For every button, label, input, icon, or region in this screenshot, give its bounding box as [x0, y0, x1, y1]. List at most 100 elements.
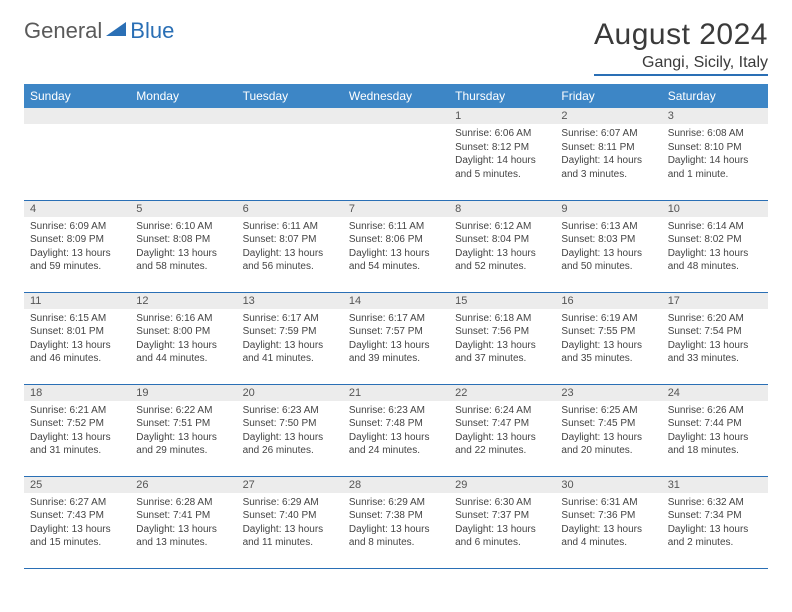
- sunrise-text: Sunrise: 6:16 AM: [136, 312, 230, 326]
- month-title: August 2024: [594, 18, 768, 52]
- logo: General Blue: [24, 18, 174, 44]
- week-row: 11Sunrise: 6:15 AMSunset: 8:01 PMDayligh…: [24, 292, 768, 384]
- sunrise-text: Sunrise: 6:07 AM: [561, 127, 655, 141]
- day-details: Sunrise: 6:25 AMSunset: 7:45 PMDaylight:…: [555, 401, 661, 462]
- sunrise-text: Sunrise: 6:23 AM: [243, 404, 337, 418]
- sunrise-text: Sunrise: 6:14 AM: [668, 220, 762, 234]
- day-cell: 26Sunrise: 6:28 AMSunset: 7:41 PMDayligh…: [130, 476, 236, 568]
- daylight-text: Daylight: 13 hours and 44 minutes.: [136, 339, 230, 366]
- day-number: 23: [555, 385, 661, 401]
- day-details: Sunrise: 6:24 AMSunset: 7:47 PMDaylight:…: [449, 401, 555, 462]
- day-details: Sunrise: 6:14 AMSunset: 8:02 PMDaylight:…: [662, 217, 768, 278]
- day-number: 7: [343, 201, 449, 217]
- day-number: 14: [343, 293, 449, 309]
- day-cell: 28Sunrise: 6:29 AMSunset: 7:38 PMDayligh…: [343, 476, 449, 568]
- daylight-text: Daylight: 13 hours and 29 minutes.: [136, 431, 230, 458]
- day-number: [237, 108, 343, 124]
- week-row: 4Sunrise: 6:09 AMSunset: 8:09 PMDaylight…: [24, 200, 768, 292]
- day-header-tuesday: Tuesday: [237, 84, 343, 108]
- daylight-text: Daylight: 13 hours and 26 minutes.: [243, 431, 337, 458]
- daylight-text: Daylight: 13 hours and 2 minutes.: [668, 523, 762, 550]
- daylight-text: Daylight: 13 hours and 37 minutes.: [455, 339, 549, 366]
- sunset-text: Sunset: 7:41 PM: [136, 509, 230, 523]
- day-details: Sunrise: 6:29 AMSunset: 7:40 PMDaylight:…: [237, 493, 343, 554]
- title-block: August 2024 Gangi, Sicily, Italy: [594, 18, 768, 76]
- day-cell: 12Sunrise: 6:16 AMSunset: 8:00 PMDayligh…: [130, 292, 236, 384]
- day-cell: 7Sunrise: 6:11 AMSunset: 8:06 PMDaylight…: [343, 200, 449, 292]
- sunset-text: Sunset: 7:48 PM: [349, 417, 443, 431]
- day-number: [343, 108, 449, 124]
- day-details: Sunrise: 6:11 AMSunset: 8:06 PMDaylight:…: [343, 217, 449, 278]
- daylight-text: Daylight: 13 hours and 39 minutes.: [349, 339, 443, 366]
- day-number: 13: [237, 293, 343, 309]
- week-row: 1Sunrise: 6:06 AMSunset: 8:12 PMDaylight…: [24, 108, 768, 200]
- day-details: Sunrise: 6:28 AMSunset: 7:41 PMDaylight:…: [130, 493, 236, 554]
- day-number: 12: [130, 293, 236, 309]
- day-details: Sunrise: 6:29 AMSunset: 7:38 PMDaylight:…: [343, 493, 449, 554]
- day-cell: 14Sunrise: 6:17 AMSunset: 7:57 PMDayligh…: [343, 292, 449, 384]
- day-details: Sunrise: 6:07 AMSunset: 8:11 PMDaylight:…: [555, 124, 661, 185]
- day-cell: 8Sunrise: 6:12 AMSunset: 8:04 PMDaylight…: [449, 200, 555, 292]
- day-cell: 27Sunrise: 6:29 AMSunset: 7:40 PMDayligh…: [237, 476, 343, 568]
- sunrise-text: Sunrise: 6:27 AM: [30, 496, 124, 510]
- sunrise-text: Sunrise: 6:17 AM: [243, 312, 337, 326]
- day-number: 2: [555, 108, 661, 124]
- day-details: Sunrise: 6:21 AMSunset: 7:52 PMDaylight:…: [24, 401, 130, 462]
- day-number: [24, 108, 130, 124]
- day-cell: 6Sunrise: 6:11 AMSunset: 8:07 PMDaylight…: [237, 200, 343, 292]
- sunset-text: Sunset: 7:36 PM: [561, 509, 655, 523]
- sunset-text: Sunset: 8:02 PM: [668, 233, 762, 247]
- day-cell: [24, 108, 130, 200]
- daylight-text: Daylight: 13 hours and 31 minutes.: [30, 431, 124, 458]
- sunrise-text: Sunrise: 6:31 AM: [561, 496, 655, 510]
- day-number: 11: [24, 293, 130, 309]
- day-details: Sunrise: 6:32 AMSunset: 7:34 PMDaylight:…: [662, 493, 768, 554]
- day-number: 28: [343, 477, 449, 493]
- daylight-text: Daylight: 13 hours and 35 minutes.: [561, 339, 655, 366]
- week-row: 25Sunrise: 6:27 AMSunset: 7:43 PMDayligh…: [24, 476, 768, 568]
- location-label: Gangi, Sicily, Italy: [594, 54, 768, 76]
- day-number: 16: [555, 293, 661, 309]
- day-cell: 3Sunrise: 6:08 AMSunset: 8:10 PMDaylight…: [662, 108, 768, 200]
- daylight-text: Daylight: 13 hours and 6 minutes.: [455, 523, 549, 550]
- day-cell: 10Sunrise: 6:14 AMSunset: 8:02 PMDayligh…: [662, 200, 768, 292]
- sunrise-text: Sunrise: 6:08 AM: [668, 127, 762, 141]
- sunrise-text: Sunrise: 6:29 AM: [243, 496, 337, 510]
- sunrise-text: Sunrise: 6:28 AM: [136, 496, 230, 510]
- sunset-text: Sunset: 7:40 PM: [243, 509, 337, 523]
- day-cell: 16Sunrise: 6:19 AMSunset: 7:55 PMDayligh…: [555, 292, 661, 384]
- daylight-text: Daylight: 13 hours and 59 minutes.: [30, 247, 124, 274]
- sunrise-text: Sunrise: 6:12 AM: [455, 220, 549, 234]
- day-cell: 2Sunrise: 6:07 AMSunset: 8:11 PMDaylight…: [555, 108, 661, 200]
- day-header-friday: Friday: [555, 84, 661, 108]
- day-header-row: SundayMondayTuesdayWednesdayThursdayFrid…: [24, 84, 768, 108]
- day-cell: 11Sunrise: 6:15 AMSunset: 8:01 PMDayligh…: [24, 292, 130, 384]
- day-cell: 20Sunrise: 6:23 AMSunset: 7:50 PMDayligh…: [237, 384, 343, 476]
- day-header-monday: Monday: [130, 84, 236, 108]
- sunrise-text: Sunrise: 6:18 AM: [455, 312, 549, 326]
- sunrise-text: Sunrise: 6:21 AM: [30, 404, 124, 418]
- day-details: Sunrise: 6:30 AMSunset: 7:37 PMDaylight:…: [449, 493, 555, 554]
- day-details: Sunrise: 6:09 AMSunset: 8:09 PMDaylight:…: [24, 217, 130, 278]
- sunset-text: Sunset: 8:11 PM: [561, 141, 655, 155]
- day-cell: 19Sunrise: 6:22 AMSunset: 7:51 PMDayligh…: [130, 384, 236, 476]
- day-cell: 1Sunrise: 6:06 AMSunset: 8:12 PMDaylight…: [449, 108, 555, 200]
- daylight-text: Daylight: 13 hours and 54 minutes.: [349, 247, 443, 274]
- sunset-text: Sunset: 7:38 PM: [349, 509, 443, 523]
- day-cell: 4Sunrise: 6:09 AMSunset: 8:09 PMDaylight…: [24, 200, 130, 292]
- daylight-text: Daylight: 13 hours and 20 minutes.: [561, 431, 655, 458]
- sunset-text: Sunset: 8:08 PM: [136, 233, 230, 247]
- sunset-text: Sunset: 8:09 PM: [30, 233, 124, 247]
- sunset-text: Sunset: 7:44 PM: [668, 417, 762, 431]
- daylight-text: Daylight: 13 hours and 41 minutes.: [243, 339, 337, 366]
- sunrise-text: Sunrise: 6:26 AM: [668, 404, 762, 418]
- sunset-text: Sunset: 8:01 PM: [30, 325, 124, 339]
- sunset-text: Sunset: 8:04 PM: [455, 233, 549, 247]
- day-number: 3: [662, 108, 768, 124]
- day-number: 4: [24, 201, 130, 217]
- day-details: Sunrise: 6:11 AMSunset: 8:07 PMDaylight:…: [237, 217, 343, 278]
- sunset-text: Sunset: 7:52 PM: [30, 417, 124, 431]
- sunset-text: Sunset: 7:51 PM: [136, 417, 230, 431]
- daylight-text: Daylight: 13 hours and 52 minutes.: [455, 247, 549, 274]
- daylight-text: Daylight: 14 hours and 5 minutes.: [455, 154, 549, 181]
